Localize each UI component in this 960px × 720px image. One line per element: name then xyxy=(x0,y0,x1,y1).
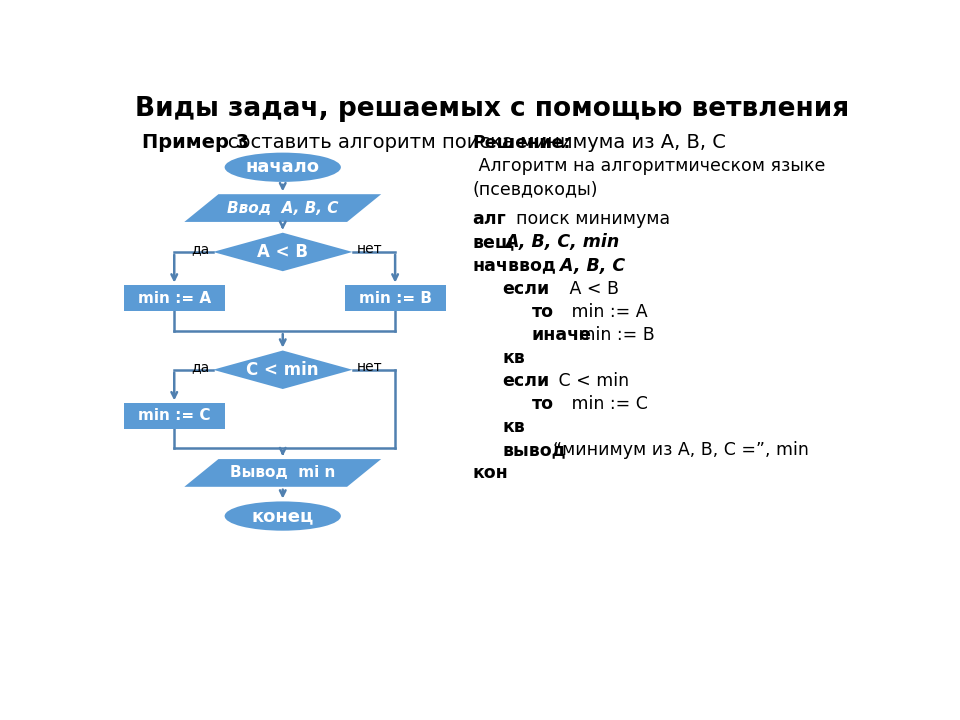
Text: min := C: min := C xyxy=(555,395,648,413)
Text: “минимум из A, B, C =”, min: “минимум из A, B, C =”, min xyxy=(542,441,809,459)
Text: кон: кон xyxy=(472,464,509,482)
Text: да: да xyxy=(191,242,209,256)
Text: то: то xyxy=(532,303,554,321)
Text: min := B: min := B xyxy=(573,326,655,344)
Text: нет: нет xyxy=(356,360,382,374)
Text: ввод: ввод xyxy=(502,256,556,274)
Text: A < B: A < B xyxy=(542,279,619,297)
Text: min := A: min := A xyxy=(137,291,211,306)
Text: A < B: A < B xyxy=(257,243,308,261)
FancyBboxPatch shape xyxy=(345,285,445,311)
Text: A, B, C, min: A, B, C, min xyxy=(505,233,619,251)
Text: иначе: иначе xyxy=(532,326,591,344)
Text: алг: алг xyxy=(472,210,506,228)
Text: вывод: вывод xyxy=(502,441,565,459)
Text: да: да xyxy=(191,360,209,374)
Text: если: если xyxy=(502,372,549,390)
Text: A, B, C: A, B, C xyxy=(542,256,626,274)
Text: Ввод  A, B, C: Ввод A, B, C xyxy=(227,201,339,215)
Text: min := A: min := A xyxy=(555,303,647,321)
Text: если: если xyxy=(502,279,549,297)
Polygon shape xyxy=(184,194,381,222)
Text: Решение:: Решение: xyxy=(472,134,571,152)
Polygon shape xyxy=(184,459,381,487)
Text: min := B: min := B xyxy=(359,291,432,306)
Text: нач: нач xyxy=(472,256,509,274)
Text: кв: кв xyxy=(502,349,525,367)
Text: Алгоритм на алгоритмическом языке: Алгоритм на алгоритмическом языке xyxy=(472,157,825,175)
Text: кв: кв xyxy=(502,418,525,436)
Text: : составить алгоритм поиска минимума из A, B, C: : составить алгоритм поиска минимума из … xyxy=(214,132,726,152)
Text: поиск минимума: поиск минимума xyxy=(505,210,670,228)
Text: C < min: C < min xyxy=(542,372,630,390)
Text: Вывод  mi n: Вывод mi n xyxy=(230,465,335,480)
Text: то: то xyxy=(532,395,554,413)
Ellipse shape xyxy=(225,501,341,531)
Text: Пример 3: Пример 3 xyxy=(142,132,249,152)
Text: конец: конец xyxy=(252,507,314,525)
Text: нет: нет xyxy=(356,242,382,256)
Text: Виды задач, решаемых с помощью ветвления: Виды задач, решаемых с помощью ветвления xyxy=(135,96,849,122)
Polygon shape xyxy=(213,233,352,271)
Text: (псевдокоды): (псевдокоды) xyxy=(472,180,598,198)
FancyBboxPatch shape xyxy=(124,285,225,311)
FancyBboxPatch shape xyxy=(124,403,225,428)
Text: начало: начало xyxy=(246,158,320,176)
Ellipse shape xyxy=(225,153,341,182)
Text: вещ: вещ xyxy=(472,233,515,251)
Polygon shape xyxy=(213,351,352,389)
Text: min := C: min := C xyxy=(138,408,210,423)
Text: C < min: C < min xyxy=(247,361,319,379)
